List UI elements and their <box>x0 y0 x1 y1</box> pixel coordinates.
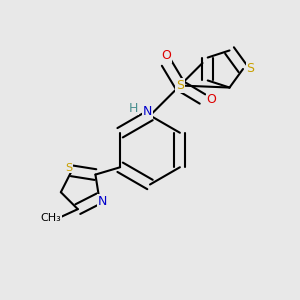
Text: CH₃: CH₃ <box>40 213 61 223</box>
Text: S: S <box>65 163 72 173</box>
Text: S: S <box>176 79 184 92</box>
Text: S: S <box>247 62 254 76</box>
Text: O: O <box>162 49 171 62</box>
Text: O: O <box>207 92 216 106</box>
Text: N: N <box>98 195 107 208</box>
Text: N: N <box>143 105 152 119</box>
Text: H: H <box>129 101 138 115</box>
